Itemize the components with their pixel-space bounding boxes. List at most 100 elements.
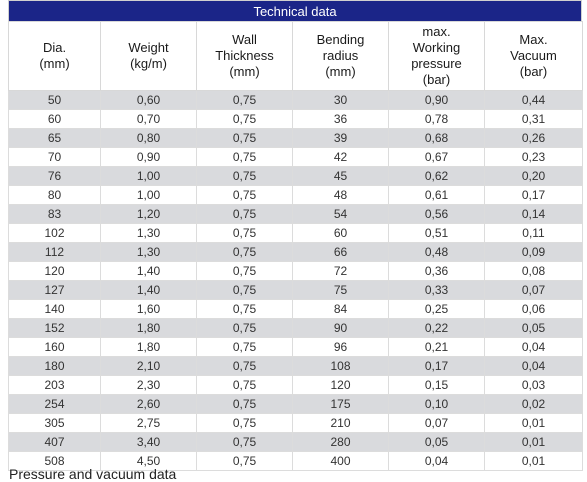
header-wall-thickness-line: Wall — [232, 32, 257, 47]
cell-max-vacuum: 0,04 — [484, 337, 583, 357]
cell-bending-radius: 400 — [292, 451, 389, 471]
cell-bending-radius: 60 — [292, 223, 389, 243]
header-bending-radius: Bending radius (mm) — [292, 21, 389, 91]
cell-weight: 2,10 — [100, 356, 197, 376]
cell-max-working-pressure: 0,33 — [388, 280, 485, 300]
cell-dia: 254 — [8, 394, 101, 414]
cell-max-working-pressure: 0,25 — [388, 299, 485, 319]
table-row: 65 0,80 0,75 39 0,68 0,26 — [8, 128, 583, 148]
cell-bending-radius: 36 — [292, 109, 389, 129]
table-row: 140 1,60 0,75 84 0,25 0,06 — [8, 299, 583, 319]
cell-wall-thickness: 0,75 — [196, 356, 293, 376]
header-max-vacuum: Max. Vacuum (bar) — [484, 21, 583, 91]
table-row: 83 1,20 0,75 54 0,56 0,14 — [8, 204, 583, 224]
cell-weight: 0,80 — [100, 128, 197, 148]
cell-wall-thickness: 0,75 — [196, 166, 293, 186]
cell-dia: 70 — [8, 147, 101, 167]
cell-wall-thickness: 0,75 — [196, 375, 293, 395]
cell-wall-thickness: 0,75 — [196, 147, 293, 167]
cell-dia: 80 — [8, 185, 101, 205]
cell-dia: 102 — [8, 223, 101, 243]
cell-weight: 1,40 — [100, 280, 197, 300]
cell-max-vacuum: 0,05 — [484, 318, 583, 338]
cell-weight: 1,60 — [100, 299, 197, 319]
cell-weight: 1,20 — [100, 204, 197, 224]
table-title: Technical data — [8, 0, 582, 21]
cell-bending-radius: 90 — [292, 318, 389, 338]
cell-bending-radius: 280 — [292, 432, 389, 452]
cell-dia: 76 — [8, 166, 101, 186]
cell-max-working-pressure: 0,62 — [388, 166, 485, 186]
table-header: Dia. (mm) Weight (kg/m) Wall Thickness (mm) Ben… — [8, 21, 583, 91]
cell-weight: 1,30 — [100, 223, 197, 243]
cell-bending-radius: 175 — [292, 394, 389, 414]
table-row: 305 2,75 0,75 210 0,07 0,01 — [8, 413, 583, 433]
cell-max-working-pressure: 0,90 — [388, 90, 485, 110]
cell-weight: 1,00 — [100, 166, 197, 186]
header-wall-thickness-line: Thickness — [215, 48, 274, 63]
cell-max-vacuum: 0,01 — [484, 413, 583, 433]
header-bending-radius-line: (mm) — [325, 64, 356, 79]
header-max-working-pressure: max. Working pressure (bar) — [388, 21, 485, 91]
cell-max-working-pressure: 0,17 — [388, 356, 485, 376]
cell-wall-thickness: 0,75 — [196, 109, 293, 129]
cell-dia: 152 — [8, 318, 101, 338]
cell-max-working-pressure: 0,51 — [388, 223, 485, 243]
cell-dia: 203 — [8, 375, 101, 395]
cell-wall-thickness: 0,75 — [196, 337, 293, 357]
table-row: 50 0,60 0,75 30 0,90 0,44 — [8, 90, 583, 110]
header-bending-radius-line: Bending — [316, 32, 365, 47]
cell-wall-thickness: 0,75 — [196, 318, 293, 338]
cell-weight: 1,00 — [100, 185, 197, 205]
cell-max-working-pressure: 0,56 — [388, 204, 485, 224]
technical-data-panel: Technical data Dia. (mm) Weight (kg/m) Wall T… — [8, 0, 583, 471]
cell-max-working-pressure: 0,04 — [388, 451, 485, 471]
cell-max-vacuum: 0,02 — [484, 394, 583, 414]
cell-dia: 407 — [8, 432, 101, 452]
cell-bending-radius: 66 — [292, 242, 389, 262]
cell-dia: 83 — [8, 204, 101, 224]
table-row: 508 4,50 0,75 400 0,04 0,01 — [8, 451, 583, 471]
header-max-working-pressure-line: max. — [422, 24, 451, 39]
header-dia-line: Dia. — [42, 40, 67, 55]
cell-dia: 140 — [8, 299, 101, 319]
header-max-vacuum-line: Vacuum — [510, 48, 557, 63]
cell-max-vacuum: 0,03 — [484, 375, 583, 395]
cell-max-vacuum: 0,04 — [484, 356, 583, 376]
cell-wall-thickness: 0,75 — [196, 204, 293, 224]
cell-wall-thickness: 0,75 — [196, 451, 293, 471]
cell-weight: 0,60 — [100, 90, 197, 110]
cell-max-vacuum: 0,11 — [484, 223, 583, 243]
cell-bending-radius: 72 — [292, 261, 389, 281]
cell-max-vacuum: 0,01 — [484, 432, 583, 452]
technical-data-table: Dia. (mm) Weight (kg/m) Wall Thickness (mm) Ben… — [8, 21, 583, 471]
header-dia-line: (mm) — [39, 56, 70, 71]
cell-bending-radius: 96 — [292, 337, 389, 357]
cell-dia: 65 — [8, 128, 101, 148]
cell-max-working-pressure: 0,05 — [388, 432, 485, 452]
cell-bending-radius: 84 — [292, 299, 389, 319]
cell-bending-radius: 48 — [292, 185, 389, 205]
cell-weight: 2,60 — [100, 394, 197, 414]
header-max-working-pressure-line: pressure — [411, 56, 462, 71]
cell-wall-thickness: 0,75 — [196, 299, 293, 319]
header-max-vacuum-line: Max. — [519, 32, 548, 47]
cell-wall-thickness: 0,75 — [196, 261, 293, 281]
header-dia: Dia. (mm) — [8, 21, 101, 91]
cell-max-working-pressure: 0,10 — [388, 394, 485, 414]
cell-max-vacuum: 0,20 — [484, 166, 583, 186]
cell-dia: 120 — [8, 261, 101, 281]
cell-max-vacuum: 0,14 — [484, 204, 583, 224]
cell-bending-radius: 45 — [292, 166, 389, 186]
cell-weight: 4,50 — [100, 451, 197, 471]
cell-max-vacuum: 0,01 — [484, 451, 583, 471]
cell-wall-thickness: 0,75 — [196, 394, 293, 414]
cell-wall-thickness: 0,75 — [196, 280, 293, 300]
cell-max-working-pressure: 0,61 — [388, 185, 485, 205]
cell-bending-radius: 75 — [292, 280, 389, 300]
table-row: 180 2,10 0,75 108 0,17 0,04 — [8, 356, 583, 376]
table-row: 76 1,00 0,75 45 0,62 0,20 — [8, 166, 583, 186]
cell-max-working-pressure: 0,36 — [388, 261, 485, 281]
cell-wall-thickness: 0,75 — [196, 128, 293, 148]
cell-max-vacuum: 0,26 — [484, 128, 583, 148]
